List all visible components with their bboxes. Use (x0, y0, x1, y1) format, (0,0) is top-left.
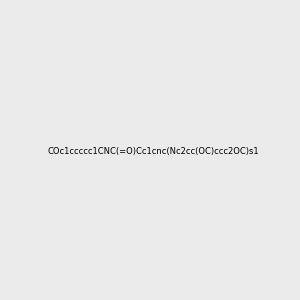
Text: COc1ccccc1CNC(=O)Cc1cnc(Nc2cc(OC)ccc2OC)s1: COc1ccccc1CNC(=O)Cc1cnc(Nc2cc(OC)ccc2OC)… (48, 147, 260, 156)
